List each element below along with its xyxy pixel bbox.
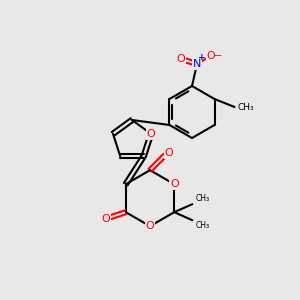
Text: O: O <box>101 214 110 224</box>
Text: O: O <box>170 179 178 189</box>
Text: N: N <box>193 59 201 69</box>
Text: O: O <box>165 148 173 158</box>
Text: O: O <box>146 221 154 231</box>
Text: +: + <box>198 52 206 62</box>
Text: −: − <box>214 51 222 61</box>
Text: O: O <box>207 51 215 61</box>
Text: O: O <box>147 129 155 139</box>
Text: O: O <box>177 54 185 64</box>
Text: CH₃: CH₃ <box>195 194 209 203</box>
Text: CH₃: CH₃ <box>238 103 254 112</box>
Text: CH₃: CH₃ <box>195 221 209 230</box>
